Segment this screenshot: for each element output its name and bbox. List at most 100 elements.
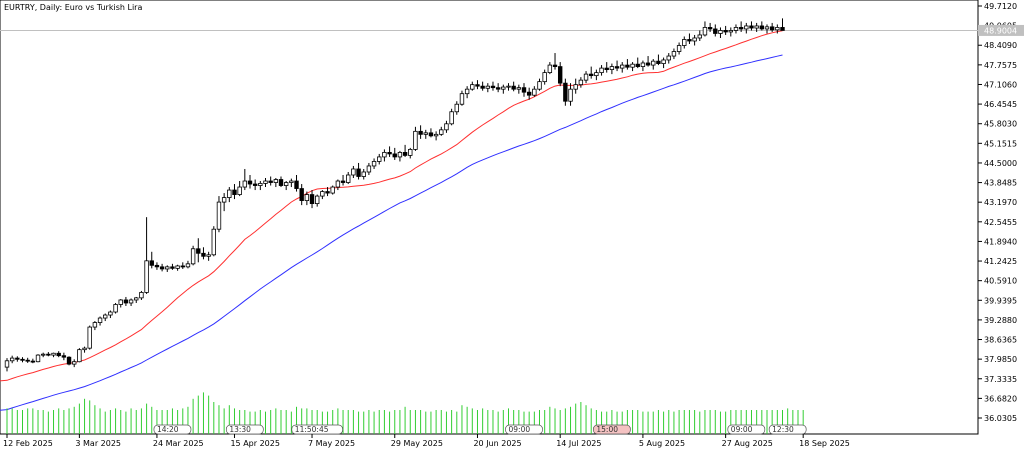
time-tick-label: 7 May 2025	[308, 439, 355, 448]
candle-body	[278, 179, 284, 186]
chart-symbol-title: EURTRY, Daily: Euro vs Turkish Lira	[4, 3, 142, 12]
candle-body	[433, 133, 439, 137]
candlesticks	[4, 18, 785, 372]
candle-body	[682, 39, 687, 46]
event-time-label: 09:00	[509, 425, 531, 434]
candle-body	[594, 72, 599, 77]
candle-body	[495, 87, 501, 90]
candle-body	[263, 180, 268, 184]
plot-frame	[0, 0, 979, 435]
price-tick-label: 48.4090	[984, 41, 1017, 50]
candle-body	[382, 152, 387, 158]
event-time-label: 11:50:45	[295, 425, 329, 434]
candle-body	[371, 161, 377, 167]
candle-body	[118, 299, 123, 305]
candle-body	[335, 180, 341, 188]
candle-body	[170, 266, 175, 269]
candle-body	[304, 194, 310, 201]
candle-body	[40, 353, 46, 356]
candle-body	[661, 59, 666, 64]
candle-body	[227, 189, 232, 198]
candle-body	[35, 354, 41, 363]
event-marker	[768, 424, 807, 435]
candle-body	[651, 60, 656, 66]
candle-body	[568, 88, 573, 102]
candle-body	[408, 149, 413, 156]
event-time-label: 13:30	[229, 425, 251, 434]
candle-body	[775, 27, 780, 31]
candle-body	[139, 292, 144, 299]
candle-body	[526, 91, 532, 96]
candle-body	[128, 299, 134, 304]
price-tick-label: 46.4545	[984, 100, 1017, 109]
candle-body	[697, 34, 702, 39]
time-tick-label: 5 Aug 2025	[639, 439, 685, 448]
candle-body	[366, 165, 372, 173]
candle-body	[237, 186, 242, 195]
price-tick-label: 45.1515	[984, 139, 1017, 148]
candle-body	[713, 28, 718, 34]
time-tick-label: 27 Aug 2025	[722, 439, 773, 448]
candle-body	[656, 60, 661, 64]
candle-body	[449, 111, 454, 125]
candle-body	[113, 304, 118, 313]
candle-body	[599, 67, 604, 74]
candle-body	[620, 64, 625, 69]
event-time-label: 15:00	[596, 425, 618, 434]
candle-body	[490, 85, 496, 89]
candle-body	[20, 358, 25, 361]
candle-body	[159, 266, 165, 270]
candle-body	[154, 264, 160, 268]
candle-body	[351, 168, 356, 176]
candle-body	[769, 26, 775, 31]
price-tick-label: 38.6365	[984, 336, 1017, 345]
moving-average-slow-line	[0, 54, 783, 411]
candle-body	[221, 197, 227, 203]
candle-body	[361, 171, 366, 177]
candle-body	[418, 130, 423, 135]
candle-body	[563, 82, 568, 102]
price-tick-label: 37.9850	[984, 355, 1017, 364]
price-tick-label: 40.5910	[984, 277, 1017, 286]
candle-body	[702, 27, 708, 36]
candle-body	[377, 156, 382, 162]
candle-body	[330, 186, 335, 194]
candle-body	[242, 180, 248, 188]
candle-body	[211, 228, 216, 256]
price-tick-label: 41.2425	[984, 257, 1017, 266]
candle-body	[185, 263, 191, 268]
price-axis: 49.712049.060548.409047.757547.106046.45…	[978, 2, 1017, 423]
candle-body	[625, 64, 630, 68]
candle-body	[759, 25, 765, 30]
event-marker	[153, 424, 192, 435]
candle-body	[247, 180, 253, 185]
candle-body	[521, 87, 527, 93]
candle-body	[578, 79, 584, 86]
price-tick-label: 43.1970	[984, 198, 1017, 207]
candle-body	[356, 168, 361, 177]
candle-body	[25, 359, 30, 362]
candle-body	[439, 129, 444, 135]
candle-body	[666, 55, 671, 61]
candle-body	[676, 45, 682, 52]
candle-body	[30, 360, 36, 363]
candle-body	[346, 174, 351, 183]
price-tick-label: 45.8030	[984, 120, 1017, 129]
candle-body	[470, 84, 475, 90]
price-tick-label: 49.7120	[984, 2, 1017, 11]
time-tick-label: 29 May 2025	[391, 439, 443, 448]
event-marker	[505, 424, 543, 435]
event-time-label: 12:30	[772, 425, 794, 434]
current-price-label: 48.9004	[984, 26, 1017, 35]
candle-body	[692, 37, 697, 42]
candle-body	[630, 63, 635, 68]
event-time-label: 14:20	[157, 425, 179, 434]
candle-body	[165, 266, 170, 270]
candle-body	[180, 265, 185, 268]
event-time-label: 09:00	[731, 425, 753, 434]
candle-body	[459, 93, 465, 105]
candle-body	[397, 152, 403, 158]
candle-body	[485, 85, 491, 89]
price-tick-label: 36.0305	[984, 414, 1017, 423]
